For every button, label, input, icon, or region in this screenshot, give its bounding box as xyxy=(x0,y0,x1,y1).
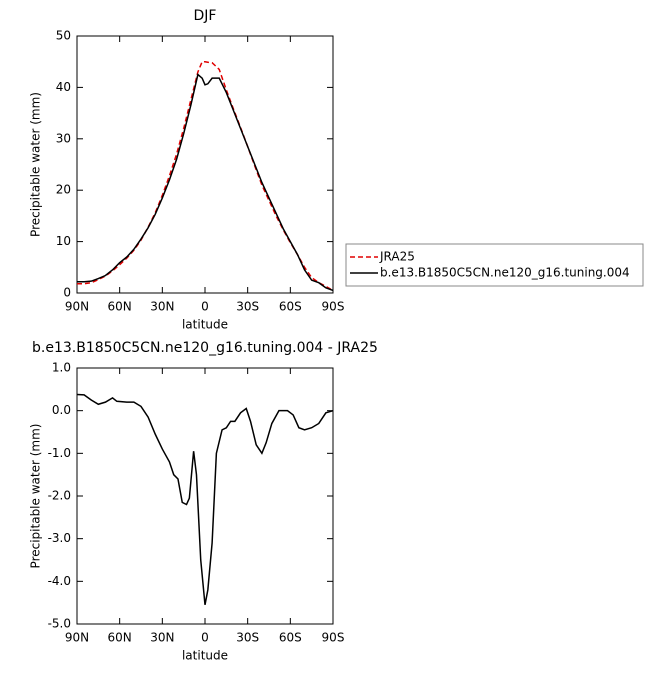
legend-box xyxy=(345,243,644,287)
y-axis-label: Precipitable water (mm) xyxy=(29,424,43,569)
x-tick-label: 60N xyxy=(108,631,132,645)
x-tick-label: 60S xyxy=(279,631,302,645)
y-tick-label: 30 xyxy=(56,131,71,145)
legend-label: JRA25 xyxy=(379,250,415,264)
x-tick-label: 90S xyxy=(322,631,345,645)
x-tick-label: 0 xyxy=(201,631,209,645)
x-axis-label: latitude xyxy=(182,649,228,663)
y-tick-label: -1.0 xyxy=(48,446,71,460)
y-tick-label: 10 xyxy=(56,234,71,248)
y-tick-label: -4.0 xyxy=(48,574,71,588)
x-tick-label: 30N xyxy=(150,631,174,645)
x-tick-label: 30S xyxy=(236,631,259,645)
y-tick-label: 0.0 xyxy=(52,403,71,417)
data-line xyxy=(77,60,334,292)
plot-frame xyxy=(76,35,334,294)
x-tick-label: 60N xyxy=(108,300,132,314)
plot-frame xyxy=(76,367,334,625)
chart-title: b.e13.B1850C5CN.ne120_g16.tuning.004 - J… xyxy=(32,340,378,356)
y-tick-label: -2.0 xyxy=(48,489,71,503)
x-tick-label: 90S xyxy=(322,300,345,314)
y-tick-label: 1.0 xyxy=(52,361,71,375)
legend-label: b.e13.B1850C5CN.ne120_g16.tuning.004 xyxy=(380,266,630,280)
y-tick-label: 50 xyxy=(56,29,71,43)
y-tick-label: 40 xyxy=(56,80,71,94)
x-tick-label: 90N xyxy=(65,631,89,645)
data-line xyxy=(76,393,334,605)
x-tick-label: 0 xyxy=(201,300,209,314)
x-tick-label: 90N xyxy=(65,300,89,314)
data-line xyxy=(77,73,334,292)
x-tick-label: 30S xyxy=(236,300,259,314)
y-tick-label: 20 xyxy=(56,183,71,197)
y-tick-label: 0 xyxy=(63,286,71,300)
y-tick-label: -3.0 xyxy=(48,531,71,545)
chart-title: DJF xyxy=(194,8,217,24)
y-tick-label: -5.0 xyxy=(48,617,71,631)
x-axis-label: latitude xyxy=(182,318,228,332)
y-axis-label: Precipitable water (mm) xyxy=(29,92,43,237)
x-tick-label: 60S xyxy=(279,300,302,314)
x-tick-label: 30N xyxy=(150,300,174,314)
